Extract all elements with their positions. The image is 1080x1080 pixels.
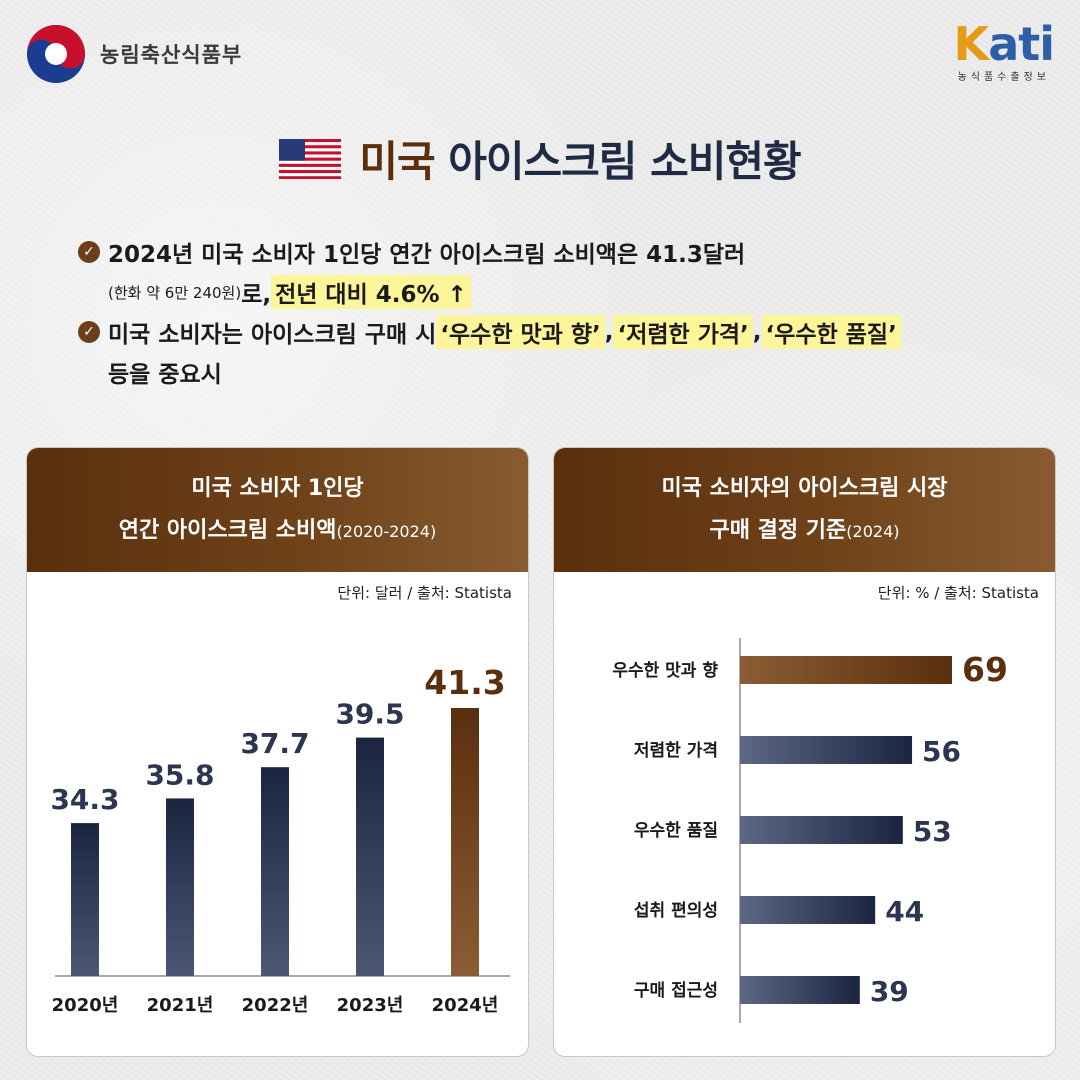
bullet-1: ✓ 2024년 미국 소비자 1인당 연간 아이스크림 소비액은 41.3달러 [78,232,1058,272]
bullet-2-mark-3: ‘우수한 품질’ [761,315,901,349]
bullet-2-line2: 등을 중요시 [108,362,222,388]
x-tick-label: 2024년 [432,995,499,1016]
criteria-title-2-wrap: 구매 결정 기준(2024) [710,510,900,553]
x-tick-label: 2022년 [242,995,309,1016]
ministry-name: 농림축산식품부 [100,43,243,67]
header: 농림축산식품부 Kati 농식품수출정보 [0,0,1080,100]
page-title: 미국 아이스크림 소비현황 [0,128,1080,189]
consumption-title-1: 미국 소비자 1인당 [191,475,364,501]
bullet-1-cont: (한화 약 6만 240원) 로, 전년 대비 4.6% ↑ [78,272,1058,312]
bullet-2-sep-2: , [752,319,762,345]
criteria-unit: 단위: % / 출처: Statista [877,584,1039,602]
y-tick-label: 저렴한 가격 [634,740,718,761]
consumption-chart-header: 미국 소비자 1인당 연간 아이스크림 소비액(2020-2024) [27,448,528,572]
bar-섭취 편의성 [740,896,876,924]
bar-value-label: 35.8 [145,758,214,791]
bar-2020년 [71,823,99,976]
criteria-title-years: (2024) [846,521,900,541]
bar-우수한 품질 [740,816,903,844]
consumption-title-2-wrap: 연간 아이스크림 소비액(2020-2024) [119,510,436,553]
bullet-2: ✓ 미국 소비자는 아이스크림 구매 시 ‘우수한 맛과 향’, ‘저렴한 가격… [78,312,1058,352]
title-text: 미국 아이스크림 소비현황 [359,128,801,189]
bar-우수한 맛과 향 [740,656,952,684]
bullet-1-highlight: 전년 대비 4.6% ↑ [271,275,471,309]
kati-logo: Kati 농식품수출정보 [953,17,1055,83]
y-tick-label: 섭취 편의성 [634,900,718,921]
consumption-chart-card: 미국 소비자 1인당 연간 아이스크림 소비액(2020-2024) 단위: 달… [26,447,529,1057]
bar-value-label: 34.3 [50,783,119,816]
bar-value-label: 56 [922,735,961,768]
us-flag-icon [279,138,342,179]
x-tick-label: 2023년 [337,995,404,1016]
bar-value-label: 53 [913,815,952,848]
bar-저렴한 가격 [740,736,913,764]
consumption-title-2: 연간 아이스크림 소비액 [118,517,337,543]
bullet-1-text: 2024년 미국 소비자 1인당 연간 아이스크림 소비액은 41.3달러 [108,242,746,268]
x-tick-label: 2020년 [52,995,119,1016]
title-rest: 아이스크림 소비현황 [448,137,801,186]
bullet-2-sep-1: , [604,319,614,345]
bullet-2-cont: 등을 중요시 [78,352,1058,392]
bar-2023년 [356,737,384,976]
criteria-chart-header: 미국 소비자의 아이스크림 시장 구매 결정 기준(2024) [554,448,1055,572]
consumption-title-years: (2020-2024) [336,521,437,541]
bar-value-label: 69 [962,650,1008,689]
check-icon: ✓ [78,241,100,263]
y-tick-label: 우수한 맛과 향 [612,660,718,681]
bar-2024년 [451,708,479,976]
bar-value-label: 39.5 [335,698,404,731]
criteria-title-2: 구매 결정 기준 [709,517,847,543]
bullet-1-small: (한화 약 6만 240원) [108,283,242,302]
bar-value-label: 44 [885,895,924,928]
bar-value-label: 41.3 [424,663,505,702]
consumption-unit: 단위: 달러 / 출처: Statista [337,584,512,602]
summary-bullets: ✓ 2024년 미국 소비자 1인당 연간 아이스크림 소비액은 41.3달러 … [78,232,1058,392]
bullet-2-mark-1: ‘우수한 맛과 향’ [436,315,605,349]
taegeuk-icon [27,25,85,83]
bar-2022년 [261,767,289,976]
x-tick-label: 2021년 [147,995,214,1016]
kati-subtitle: 농식품수출정보 [957,72,1050,83]
ministry-logo: 농림축산식품부 [26,24,242,84]
bar-2021년 [166,798,194,976]
y-tick-label: 구매 접근성 [634,981,718,1001]
bar-value-label: 39 [870,975,909,1008]
bar-구매 접근성 [740,976,860,1004]
criteria-chart-card: 미국 소비자의 아이스크림 시장 구매 결정 기준(2024) 단위: % / … [553,447,1056,1057]
criteria-title-1: 미국 소비자의 아이스크림 시장 [661,475,948,501]
consumption-bar-chart: 34.3 2020년 35.8 2021년 37.7 2022년 39.5 2023년 41.3… [50,663,510,1016]
kati-wordmark: Kati [953,17,1055,71]
bullet-2-pre: 미국 소비자는 아이스크림 구매 시 [108,322,437,348]
bullet-2-mark-2: ‘저렴한 가격’ [613,315,753,349]
y-tick-label: 우수한 품질 [634,820,718,841]
bar-value-label: 37.7 [240,727,309,760]
bullet-1-mid: 로, [241,282,272,308]
criteria-bar-chart: 우수한 맛과 향 69 저렴한 가격 56 우수한 품질 53 섭취 편의성 44 구매 접근성… [612,638,1008,1023]
title-highlight: 미국 [359,137,435,186]
check-icon: ✓ [78,321,100,343]
